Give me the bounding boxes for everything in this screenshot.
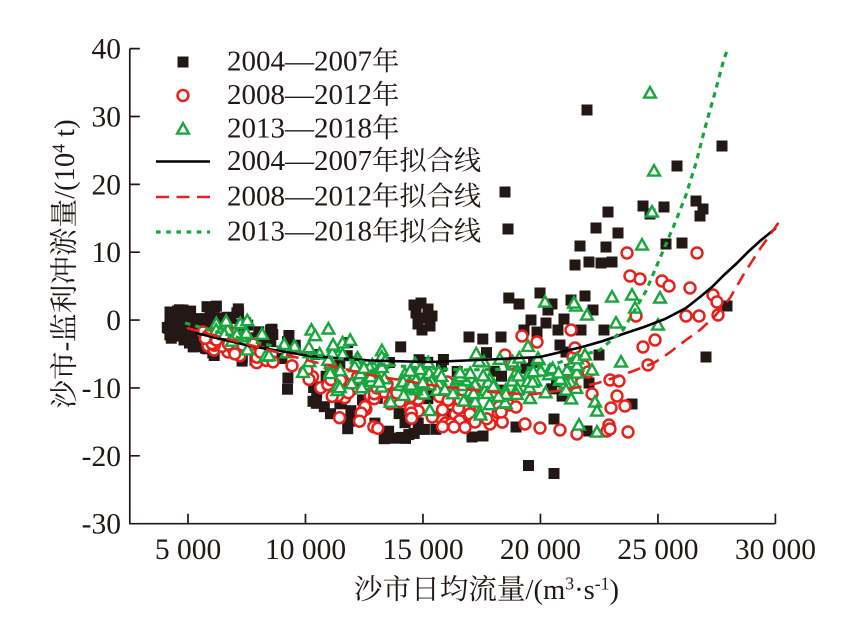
svg-text:-: - bbox=[50, 342, 81, 352]
svg-text:5 000: 5 000 bbox=[155, 534, 221, 566]
svg-text:10 000: 10 000 bbox=[265, 534, 346, 566]
svg-text:-10: -10 bbox=[82, 373, 121, 405]
svg-text:2013—2018: 2013—2018 bbox=[227, 215, 372, 247]
svg-text:20 000: 20 000 bbox=[500, 534, 581, 566]
svg-text:30 000: 30 000 bbox=[735, 534, 816, 566]
svg-text:15 000: 15 000 bbox=[382, 534, 463, 566]
svg-text:25 000: 25 000 bbox=[617, 534, 698, 566]
svg-text:2008—2012: 2008—2012 bbox=[227, 79, 372, 111]
svg-text:-20: -20 bbox=[82, 441, 121, 473]
svg-text:40: 40 bbox=[92, 34, 122, 66]
svg-text:20: 20 bbox=[92, 169, 122, 201]
svg-text:30: 30 bbox=[92, 102, 122, 134]
svg-text:2004—2007: 2004—2007 bbox=[227, 45, 372, 77]
svg-text:0: 0 bbox=[106, 305, 121, 337]
svg-text:/(104 t): /(104 t) bbox=[48, 119, 81, 199]
svg-text:2013—2018: 2013—2018 bbox=[227, 112, 372, 144]
svg-text:2004—2007: 2004—2007 bbox=[227, 145, 372, 177]
svg-text:10: 10 bbox=[92, 237, 122, 269]
svg-text:-30: -30 bbox=[82, 509, 121, 541]
svg-text:2008—2012: 2008—2012 bbox=[227, 180, 372, 212]
